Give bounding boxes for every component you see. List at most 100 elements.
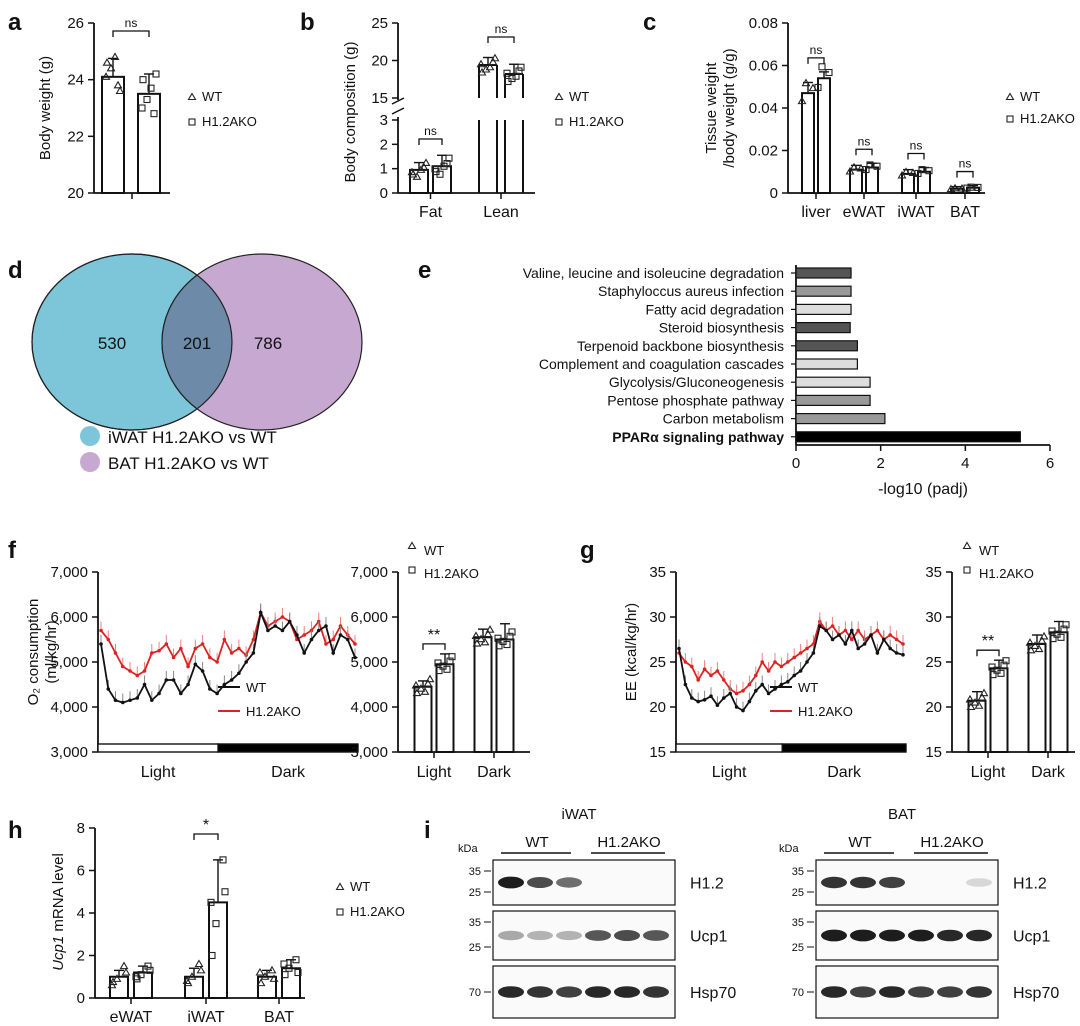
series-point-ko <box>830 624 835 628</box>
legend-ko-label: H1.2AKO <box>798 704 853 719</box>
x-category-label: eWAT <box>843 204 886 221</box>
blot-kda-label: kDa <box>779 843 799 855</box>
blot-band <box>643 986 669 998</box>
series-point-wt <box>728 691 732 696</box>
blot-marker-label: 35 <box>469 917 481 929</box>
series-point-wt <box>309 637 314 642</box>
series-point-wt <box>99 642 103 646</box>
dot-BAT-ko-point <box>292 956 300 964</box>
series-point-ko <box>805 646 809 651</box>
dot-Light-ko-point <box>989 671 997 679</box>
legend-ko-marker <box>1006 115 1014 123</box>
blot-marker-label: 70 <box>792 987 804 999</box>
x-tick-label: 4 <box>961 455 969 472</box>
bar-iWAT-ko <box>208 901 228 999</box>
venn-count-iwat: 530 <box>98 334 126 353</box>
sig-liver-label: ns <box>810 43 823 57</box>
series-point-wt <box>353 655 357 660</box>
bar-y-tick-label: 7,000 <box>350 564 388 581</box>
series-point-wt <box>709 694 713 698</box>
pathway-bar <box>795 340 858 352</box>
dot-eWAT-ko-point <box>144 962 152 970</box>
series-point-wt <box>696 699 700 704</box>
legend-ko-label: H1.2AKO <box>569 114 624 129</box>
light-phase-bar <box>675 743 783 753</box>
dot-Dark-ko-point <box>1048 627 1056 635</box>
x-category-label: Fat <box>419 204 443 221</box>
series-point-ko <box>99 628 103 633</box>
dot-Dark-wt-point <box>1025 638 1035 646</box>
series-point-ko <box>280 615 285 619</box>
legend-wt-label: WT <box>798 680 818 695</box>
blot-band <box>879 929 905 942</box>
pathway-label: Glycolysis/Gluconeogenesis <box>609 374 784 390</box>
x-category-label: Lean <box>483 204 519 221</box>
panel-label: f <box>8 537 17 564</box>
pathway-bar <box>795 413 886 425</box>
series-point-ko <box>798 651 803 655</box>
dot-Light-ko-point <box>448 653 456 661</box>
y-tick-label: 6,000 <box>50 609 88 626</box>
panel-label: c <box>643 9 656 36</box>
series-point-wt <box>222 682 227 687</box>
blot-marker-label: 25 <box>792 887 804 899</box>
series-point-ko <box>229 651 234 655</box>
series-point-wt <box>862 642 867 646</box>
series-point-ko <box>157 648 161 653</box>
dot-Dark-wt-point <box>480 637 490 646</box>
series-point-wt <box>215 691 219 696</box>
series-point-ko <box>786 660 790 664</box>
blot-group-wt: WT <box>848 834 871 851</box>
series-point-wt <box>811 651 816 655</box>
series-point-wt <box>766 691 771 696</box>
series-point-ko <box>135 673 140 678</box>
y-tick-label: 20 <box>371 53 388 70</box>
bar-legend-wt-label: WT <box>424 543 444 558</box>
panel-h: h 0 2 4 6 8 Ucp1 mRNA level eWAT iWAT BAT * WT H1.2A… <box>8 817 405 1026</box>
series-point-ko <box>702 667 707 671</box>
panel-c: c 0 0.02 0.04 0.06 0.08 Tissue weight/body wei… <box>643 9 1075 221</box>
legend-ko-marker <box>336 908 344 916</box>
dot-lean-wt-point <box>490 53 500 62</box>
blot-protein-label: Hsp70 <box>690 985 736 1002</box>
bar-BAT-ko <box>281 967 301 999</box>
sig-liver-bracket <box>807 57 825 64</box>
series-line-ko <box>100 610 356 677</box>
dot-Dark-ko-point <box>1060 625 1068 633</box>
panel-b: b 0 1 2 3 15 20 25 Body composition (g) Fat Lean ns… <box>300 9 624 221</box>
series-point-ko <box>715 669 720 673</box>
sig-eWAT-label: ns <box>858 134 871 148</box>
dot-iWAT-ko-point <box>208 951 216 960</box>
axis-break <box>391 97 405 105</box>
series-point-ko <box>142 669 147 673</box>
blot-band <box>821 929 847 942</box>
dot-ko-point <box>138 104 146 112</box>
series-point-wt <box>324 624 328 628</box>
series-point-ko <box>792 655 796 660</box>
y-tick-label: 6 <box>77 863 85 880</box>
bar-y-tick-label: 30 <box>925 609 942 626</box>
blot-protein-label: H1.2 <box>690 876 724 893</box>
series-point-wt <box>837 633 841 637</box>
blot-band <box>498 986 524 998</box>
y-tick-label: 30 <box>649 609 666 626</box>
series-point-ko <box>690 664 694 669</box>
dot-Dark-ko-point <box>506 632 514 640</box>
series-point-wt <box>734 705 739 709</box>
blot-band <box>850 929 876 942</box>
series-point-wt <box>702 698 707 702</box>
bar-Dark-ko <box>1049 631 1069 753</box>
bar-eWAT-wt <box>849 168 863 194</box>
series-point-wt <box>142 682 147 687</box>
pathway-label: Terpenoid backbone biosynthesis <box>577 338 784 354</box>
dot-liver-wt-point <box>801 78 811 87</box>
series-point-ko <box>843 628 848 633</box>
sig-eWAT-bracket <box>855 148 873 156</box>
bar-y-tick-label: 3,000 <box>350 744 388 761</box>
dot-iWAT-ko-point <box>219 856 227 864</box>
bar-x-category-label: Dark <box>1031 764 1066 781</box>
dot-BAT-ko-point <box>967 183 975 191</box>
blot-band <box>614 986 640 998</box>
series-point-ko <box>237 646 241 651</box>
series-point-wt <box>856 646 860 651</box>
